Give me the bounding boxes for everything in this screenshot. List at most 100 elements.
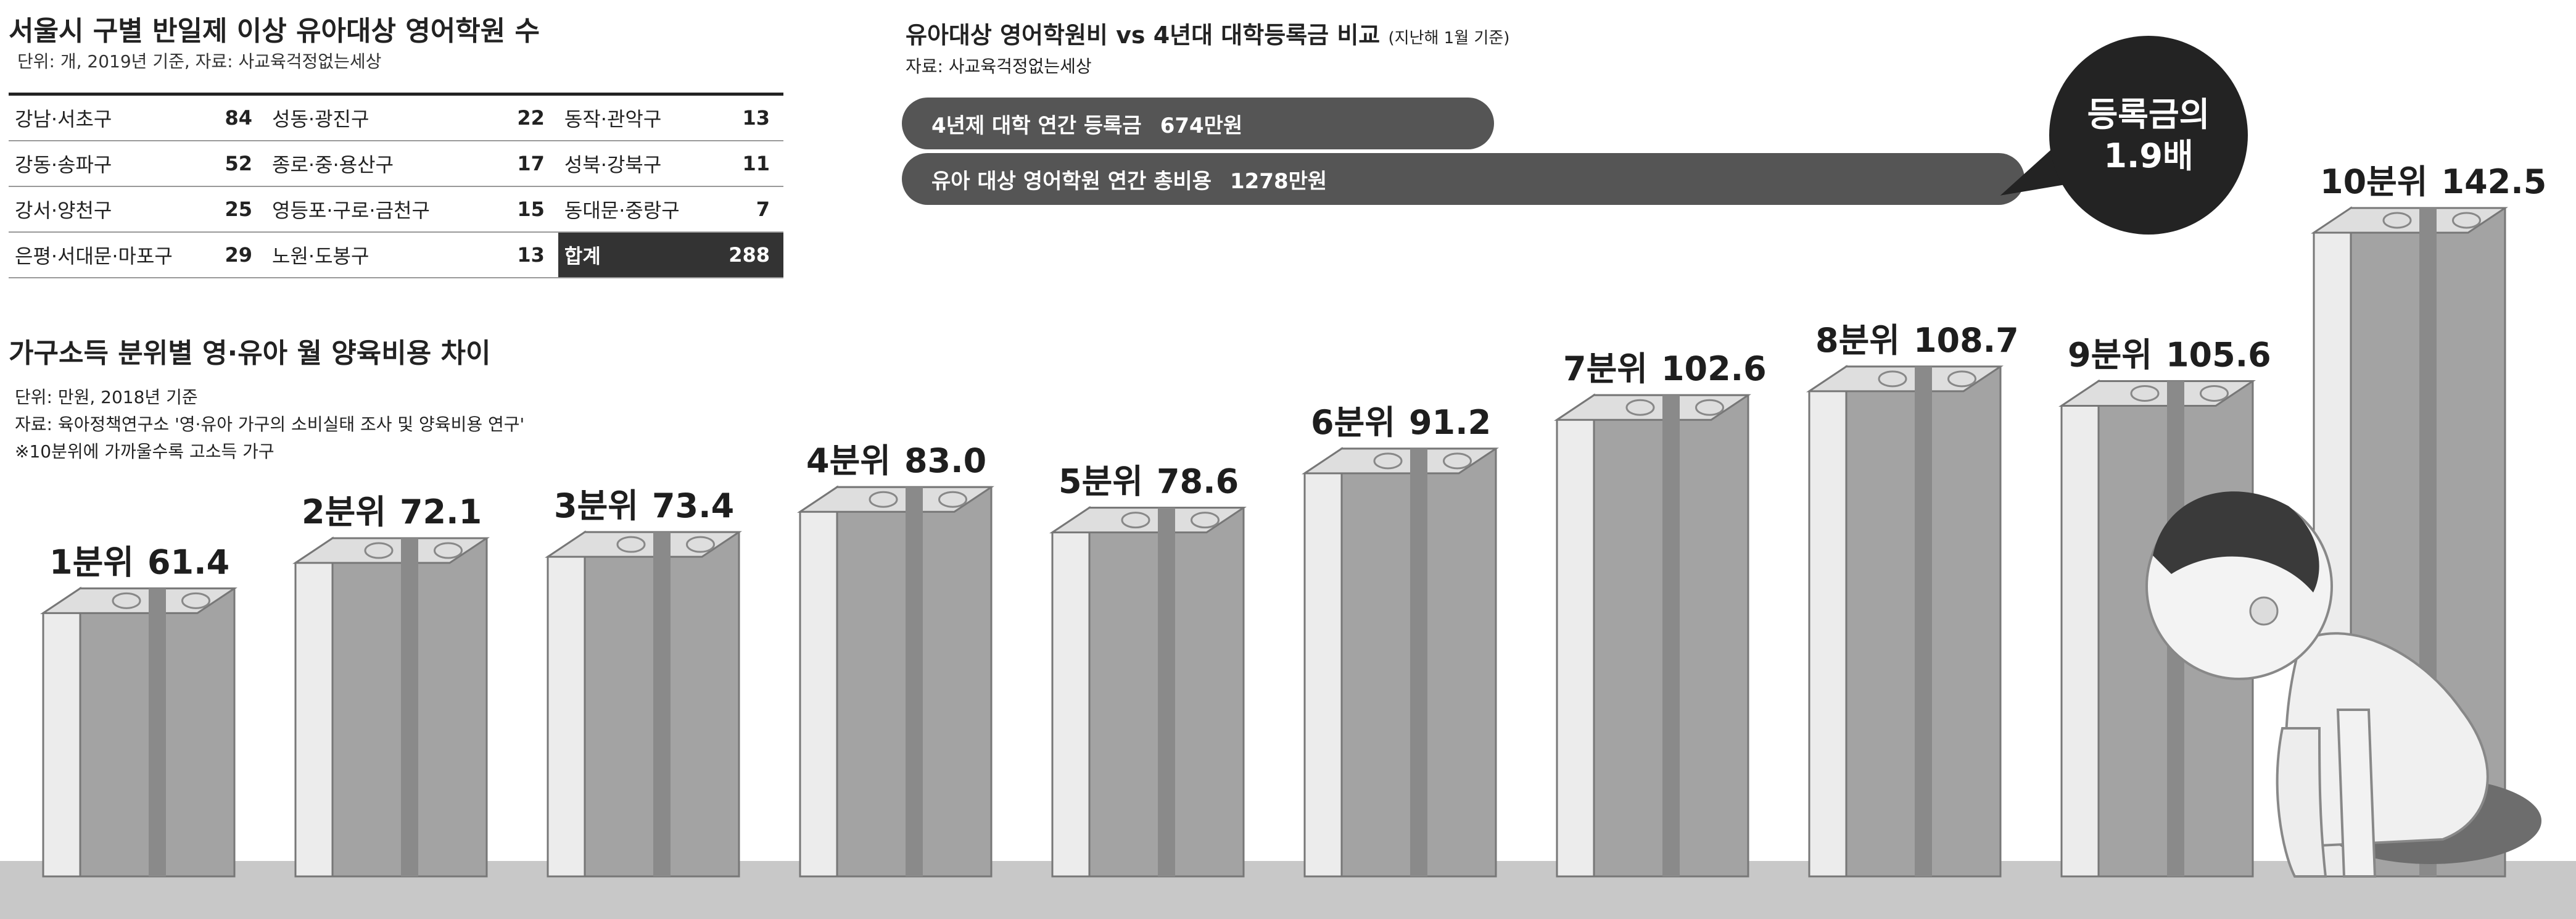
seal-mark (616, 536, 646, 553)
bar-side-face (2060, 379, 2100, 878)
category-label: 3분위 (554, 486, 638, 525)
chart-source-note: 자료: 육아정책연구소 '영·유아 가구의 소비실태 조사 및 양육비용 연구' (15, 414, 525, 435)
english-academy-bar: 유아 대상 영어학원 연간 총비용 1278만원 (902, 153, 2025, 205)
bar-label: 10분위 142.5 (2320, 162, 2546, 201)
category-label: 7분위 (1563, 349, 1648, 388)
value-label: 72.1 (400, 493, 482, 531)
value-label: 73.4 (652, 486, 734, 525)
bar-group: 2분위 72.1 (292, 493, 490, 878)
district-cell: 성북·강북구 (564, 153, 662, 177)
value-label: 142.5 (2442, 162, 2547, 201)
seal-mark (112, 592, 141, 609)
bar-label: 6분위 91.2 (1311, 403, 1491, 442)
seal-mark (1625, 399, 1655, 416)
bar-band (1410, 448, 1427, 876)
seal-mark (2382, 212, 2412, 229)
comparison-title-text: 유아대상 영어학원비 vs 4년대 대학등록금 비교 (906, 22, 1381, 49)
value-label: 102.6 (1661, 349, 1767, 388)
value-label: 108.7 (1913, 321, 2019, 360)
district-cell: 동작·관악구 (564, 107, 662, 131)
seal-mark (2130, 385, 2160, 402)
seal-mark (1373, 452, 1403, 470)
category-label: 9분위 (2068, 335, 2152, 374)
english-academy-label: 유아 대상 영어학원 연간 총비용 (931, 168, 1212, 194)
callout-line2: 1.9배 (2103, 136, 2194, 175)
bar-side-face (799, 485, 838, 878)
bar-side-face (1051, 505, 1091, 878)
comparison-title: 유아대상 영어학원비 vs 4년대 대학등록금 비교 (지난해 1월 기준) (906, 16, 1509, 50)
value-label: 83.0 (904, 441, 986, 480)
ratio-callout: 등록금의 1.9배 (2049, 36, 2248, 235)
bar-band (1915, 366, 1932, 876)
seal-mark (869, 491, 898, 508)
seal-mark (1947, 370, 1976, 388)
table-row: 강동·송파구 52 종로·중·용산구 17 성북·강북구 11 (9, 141, 783, 186)
value-label: 91.2 (1409, 403, 1491, 442)
bar-side-face (547, 530, 586, 878)
district-cell: 노원·도봉구 (272, 244, 369, 268)
bar-group: 6분위 91.2 (1302, 403, 1499, 878)
baby-illustration (2145, 491, 2541, 878)
total-count-cell: 288 (722, 232, 783, 278)
bar-group: 8분위 108.7 (1806, 321, 2019, 878)
bar-group: 4분위 83.0 (797, 441, 994, 878)
count-cell: 7 (756, 198, 770, 221)
count-cell: 17 (517, 152, 545, 175)
seal-mark (1191, 512, 1220, 529)
tuition-label: 4년제 대학 연간 등록금 (931, 113, 1142, 138)
count-cell: 29 (225, 243, 253, 267)
count-cell: 13 (517, 243, 545, 267)
bar-side-face (1303, 447, 1343, 878)
district-cell: 강서·양천구 (15, 199, 112, 222)
count-cell: 22 (517, 106, 545, 130)
district-cell: 은평·서대문·마포구 (15, 244, 173, 268)
seal-mark (2200, 385, 2229, 402)
bar-label: 2분위 72.1 (302, 493, 482, 531)
district-cell: 성동·광진구 (272, 107, 369, 131)
district-cell: 종로·중·용산구 (272, 153, 394, 177)
bar-label: 5분위 78.6 (1059, 462, 1239, 501)
category-label: 5분위 (1059, 462, 1143, 501)
bar-band (1662, 395, 1680, 876)
count-cell: 13 (742, 106, 770, 130)
seal-mark (1443, 452, 1472, 470)
bar-label: 9분위 105.6 (2068, 335, 2271, 374)
bar-label: 3분위 73.4 (554, 486, 734, 525)
category-label: 4분위 (806, 441, 891, 480)
english-academy-value: 1278만원 (1230, 168, 1327, 194)
seal-mark (686, 536, 715, 553)
seal-mark (938, 491, 967, 508)
value-label: 105.6 (2166, 335, 2271, 374)
district-cell: 강동·송파구 (15, 153, 112, 177)
bar-label: 8분위 108.7 (1815, 321, 2019, 360)
bar-group: 5분위 78.6 (1049, 462, 1247, 878)
bar-band (1158, 507, 1175, 876)
count-cell: 25 (225, 198, 253, 221)
callout-line1: 등록금의 (2087, 94, 2210, 134)
table-row: 강서·양천구 25 영등포·구로·금천구 15 동대문·중랑구 7 (9, 186, 783, 232)
district-cell: 강남·서초구 (15, 107, 112, 131)
bar-band (906, 487, 923, 876)
tuition-bar: 4년제 대학 연간 등록금 674만원 (902, 98, 1494, 149)
count-cell: 11 (742, 152, 770, 175)
value-label: 78.6 (1157, 462, 1239, 501)
total-label-cell: 합계 (558, 232, 723, 278)
comparison-title-note: (지난해 1월 기준) (1388, 29, 1510, 48)
bar-group: 3분위 73.4 (545, 486, 742, 878)
chart-title: 가구소득 분위별 영·유아 월 양육비용 차이 (9, 338, 491, 369)
table-subtitle: 단위: 개, 2019년 기준, 자료: 사교육걱정없는세상 (17, 51, 382, 72)
district-cell: 동대문·중랑구 (564, 199, 680, 222)
bar-band (401, 538, 418, 876)
seal-mark (1878, 370, 1907, 388)
seal-mark (1695, 399, 1724, 416)
bar-label: 7분위 102.6 (1563, 349, 1767, 388)
comparison-source: 자료: 사교육걱정없는세상 (906, 56, 1092, 77)
seal-mark (1121, 512, 1150, 529)
category-label: 2분위 (302, 493, 386, 531)
district-cell: 영등포·구로·금천구 (272, 199, 430, 222)
category-label: 1분위 (49, 543, 134, 581)
seal-mark (2452, 212, 2481, 229)
seal-mark (364, 542, 394, 559)
count-cell: 52 (225, 152, 253, 175)
seal-mark (181, 592, 210, 609)
